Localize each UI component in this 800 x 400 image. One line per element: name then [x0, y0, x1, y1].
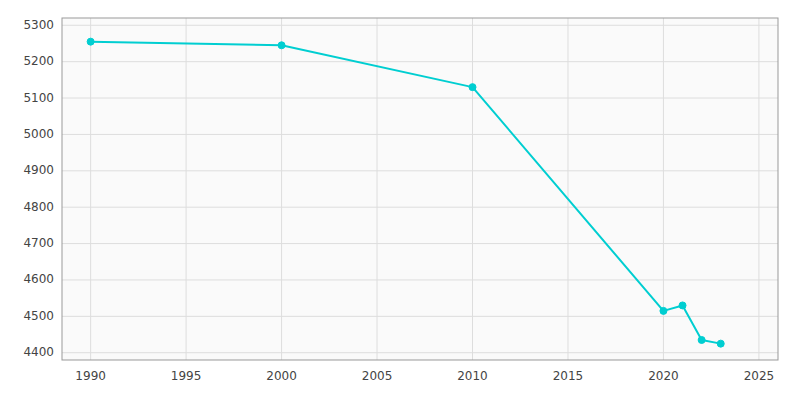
y-grid-line: [62, 134, 778, 135]
point-marker: [87, 38, 94, 45]
x-tick-label: 2005: [362, 369, 393, 383]
y-grid-line: [62, 170, 778, 171]
y-grid-line: [62, 316, 778, 317]
point-marker: [698, 336, 705, 343]
series-line: [91, 42, 721, 344]
y-grid-line: [62, 279, 778, 280]
data-series: [87, 38, 724, 347]
x-grid-line: [281, 18, 282, 360]
y-grid-line: [62, 243, 778, 244]
y-tick-label: 4500: [23, 309, 54, 323]
x-tick-label: 2000: [266, 369, 297, 383]
y-grid-line: [62, 207, 778, 208]
point-marker: [469, 84, 476, 91]
y-tick-label: 4700: [23, 236, 54, 250]
x-grid-line: [186, 18, 187, 360]
x-tick-label: 1990: [75, 369, 106, 383]
x-tick-label: 2015: [553, 369, 584, 383]
y-grid-line: [62, 98, 778, 99]
plot-frame: [62, 18, 778, 360]
grid: [62, 18, 778, 360]
chart-svg: 4400 4500 4600 4700 4800 4900 5000 5100 5200 5300…: [0, 0, 800, 400]
chart-container: 4400 4500 4600 4700 4800 4900 5000 5100 5200 5300…: [0, 0, 800, 400]
x-grid-line: [472, 18, 473, 360]
y-grid-line: [62, 25, 778, 26]
point-marker: [278, 42, 285, 49]
x-tick-label: 1995: [171, 369, 202, 383]
point-marker: [717, 340, 724, 347]
y-tick-label: 5300: [23, 18, 54, 32]
point-marker: [679, 302, 686, 309]
y-tick-label: 5100: [23, 91, 54, 105]
y-tick-label: 5200: [23, 54, 54, 68]
x-grid-line: [377, 18, 378, 360]
y-grid-line: [62, 61, 778, 62]
y-tick-label: 4400: [23, 345, 54, 359]
x-grid-line: [758, 18, 759, 360]
y-tick-label: 4600: [23, 272, 54, 286]
y-tick-label: 4800: [23, 200, 54, 214]
x-tick-label: 2025: [744, 369, 775, 383]
y-tick-label: 5000: [23, 127, 54, 141]
point-marker: [660, 307, 667, 314]
x-tick-label: 2020: [648, 369, 679, 383]
plot-background: [62, 18, 778, 360]
x-grid-line: [567, 18, 568, 360]
tick-labels: 4400 4500 4600 4700 4800 4900 5000 5100 5200 5300…: [23, 18, 774, 383]
x-tick-label: 2010: [457, 369, 488, 383]
x-grid-line: [90, 18, 91, 360]
y-grid-line: [62, 352, 778, 353]
y-tick-label: 4900: [23, 163, 54, 177]
